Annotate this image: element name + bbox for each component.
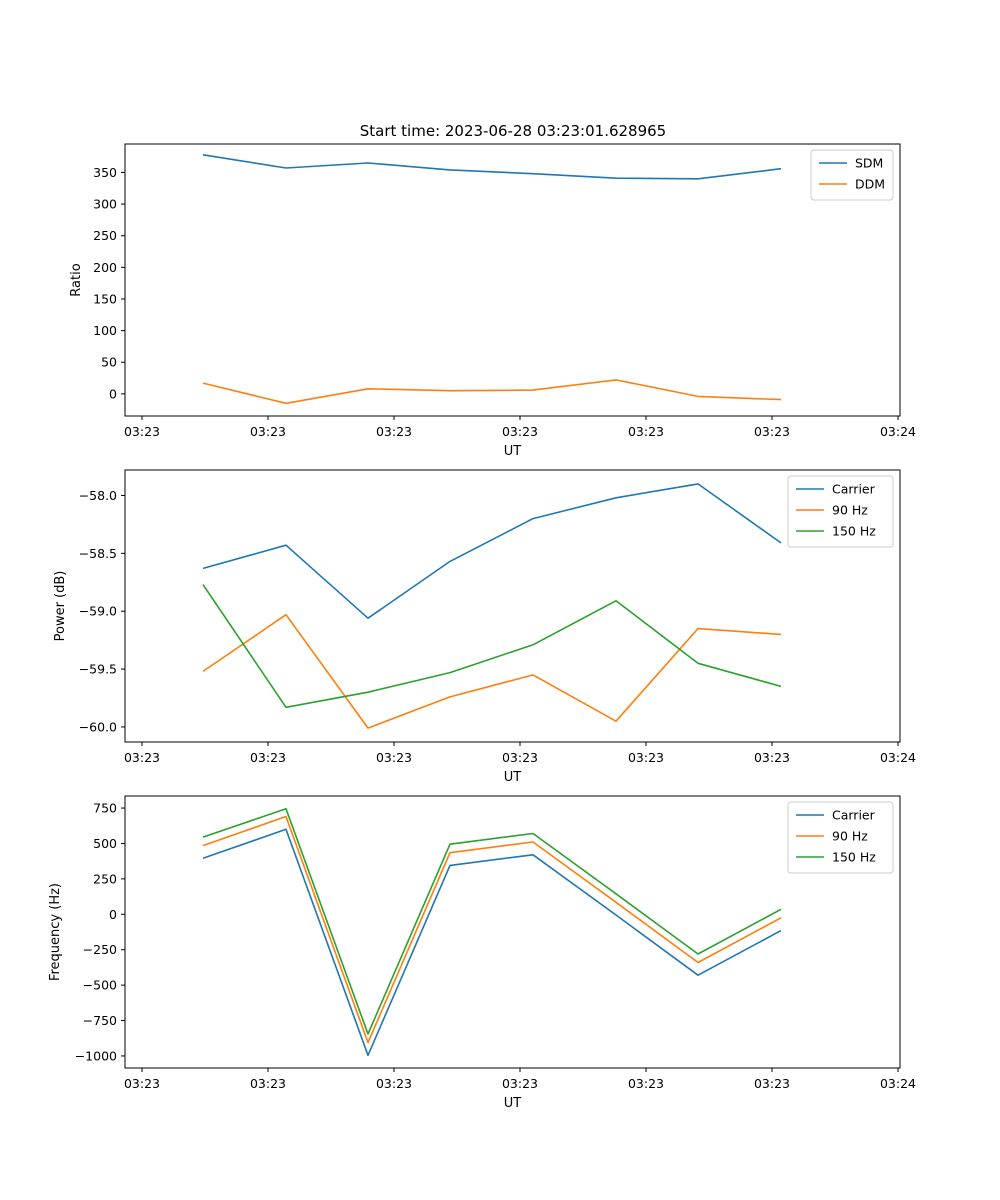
legend-label: 150 Hz — [832, 850, 876, 865]
series-line-carrier — [202, 483, 782, 620]
y-tick-label: −750 — [83, 1013, 117, 1028]
x-tick-label: 03:23 — [502, 1076, 538, 1091]
series-line-sdm — [202, 154, 782, 180]
y-tick-label: 0 — [109, 907, 117, 922]
y-tick-label: −58.5 — [79, 546, 117, 561]
x-tick-label: 03:23 — [754, 750, 790, 765]
subplot-1: 03:23 03:23 03:23 03:23 03:23 03:23 03:24 0 50 10… — [69, 143, 916, 459]
y-tick-label: 150 — [93, 291, 117, 306]
x-tick-label: 03:23 — [250, 750, 286, 765]
legend-label: Carrier — [832, 808, 876, 823]
y-tick-label: −59.0 — [79, 604, 117, 619]
x-tick-label: 03:24 — [880, 1076, 916, 1091]
y-axis-label: Frequency (Hz) — [48, 883, 63, 981]
legend-label: DDM — [855, 177, 885, 192]
x-tick-label: 03:23 — [376, 750, 412, 765]
series-line-150-hz — [202, 584, 782, 709]
x-tick-label: 03:23 — [376, 1076, 412, 1091]
y-tick-label: 250 — [93, 228, 117, 243]
y-tick-label: 0 — [109, 386, 117, 401]
series-line-carrier — [202, 828, 782, 1057]
x-tick-label: 03:23 — [754, 1076, 790, 1091]
x-tick-label: 03:23 — [250, 1076, 286, 1091]
y-axis-label: Ratio — [69, 263, 84, 296]
x-tick-label: 03:23 — [628, 424, 664, 439]
y-tick-label: 350 — [93, 165, 117, 180]
legend: SDM DDM — [810, 149, 894, 201]
x-tick-label: 03:23 — [502, 750, 538, 765]
y-tick-label: −58.0 — [79, 488, 117, 503]
x-tick-label: 03:23 — [628, 750, 664, 765]
series-line-90-hz — [202, 815, 782, 1044]
y-tick-label: −59.5 — [79, 662, 117, 677]
legend-label: SDM — [855, 156, 883, 171]
y-tick-label: 250 — [93, 871, 117, 886]
axes-frame — [124, 469, 901, 743]
y-tick-label: 500 — [93, 836, 117, 851]
x-axis-label: UT — [504, 1096, 522, 1111]
x-tick-label: 03:24 — [880, 750, 916, 765]
x-axis-label: UT — [504, 770, 522, 785]
legend-label: 150 Hz — [832, 524, 876, 539]
x-tick-label: 03:24 — [880, 424, 916, 439]
series-line-90-hz — [202, 613, 782, 729]
legend-label: Carrier — [832, 482, 876, 497]
y-tick-label: 100 — [93, 323, 117, 338]
y-tick-label: −60.0 — [79, 719, 117, 734]
x-tick-label: 03:23 — [250, 424, 286, 439]
series-line-ddm — [202, 379, 782, 405]
y-tick-label: 750 — [93, 801, 117, 816]
legend: Carrier 90 Hz 150 Hz — [787, 475, 894, 548]
y-tick-label: 50 — [101, 355, 117, 370]
subplot-3: 03:23 03:23 03:23 03:23 03:23 03:23 03:24 −1000… — [48, 795, 916, 1111]
legend: Carrier 90 Hz 150 Hz — [787, 801, 894, 874]
figure-title: Start time: 2023-06-28 03:23:01.628965 — [360, 122, 666, 140]
y-tick-label: 200 — [93, 260, 117, 275]
x-tick-label: 03:23 — [376, 424, 412, 439]
axes-frame — [124, 143, 901, 417]
legend-label: 90 Hz — [832, 503, 868, 518]
legend-label: 90 Hz — [832, 829, 868, 844]
y-tick-label: −250 — [83, 942, 117, 957]
x-tick-label: 03:23 — [628, 1076, 664, 1091]
x-tick-label: 03:23 — [124, 750, 160, 765]
y-tick-label: 300 — [93, 197, 117, 212]
x-tick-label: 03:23 — [502, 424, 538, 439]
subplot-2: 03:23 03:23 03:23 03:23 03:23 03:23 03:24 −60.0… — [53, 469, 916, 785]
y-tick-label: −500 — [83, 978, 117, 993]
axes-frame — [124, 795, 901, 1069]
x-tick-label: 03:23 — [124, 424, 160, 439]
x-axis-label: UT — [504, 444, 522, 459]
y-axis-label: Power (dB) — [53, 571, 68, 642]
series-line-150-hz — [202, 807, 782, 1035]
x-tick-label: 03:23 — [754, 424, 790, 439]
x-tick-label: 03:23 — [124, 1076, 160, 1091]
y-tick-label: −1000 — [75, 1048, 117, 1063]
